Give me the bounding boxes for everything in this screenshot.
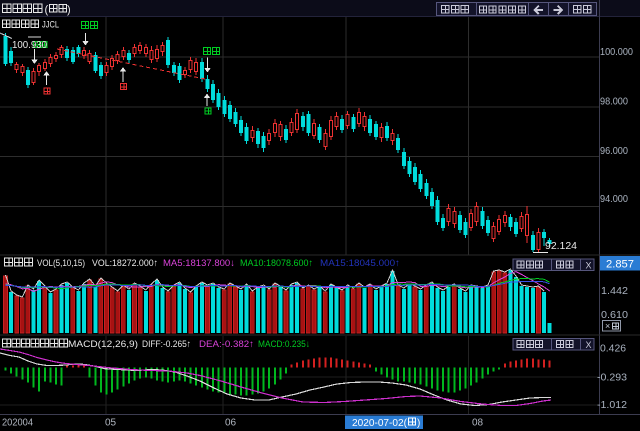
svg-text:98.000: 98.000 <box>600 96 628 108</box>
svg-text:92.124: 92.124 <box>545 241 577 252</box>
svg-text:): ) <box>67 4 71 16</box>
svg-text:05: 05 <box>105 418 117 429</box>
svg-text:94.000: 94.000 <box>600 193 628 205</box>
svg-text:(: ( <box>45 4 49 16</box>
svg-text:DEA:-0.382↑: DEA:-0.382↑ <box>199 339 254 350</box>
svg-text:MA10:18078.600↑: MA10:18078.600↑ <box>240 258 313 269</box>
svg-text:X: X <box>586 340 592 350</box>
svg-text:0.610: 0.610 <box>601 309 628 321</box>
svg-text:MA5:18137.800↓: MA5:18137.800↓ <box>163 258 235 269</box>
svg-text:96.000: 96.000 <box>600 145 628 157</box>
svg-text:0.426: 0.426 <box>600 344 626 355</box>
svg-text:VOL(5,10,15): VOL(5,10,15) <box>37 258 85 269</box>
svg-text:VOL:18272.000↑: VOL:18272.000↑ <box>92 258 158 269</box>
svg-text:100.000: 100.000 <box>600 46 633 58</box>
svg-text:1.442: 1.442 <box>601 285 628 297</box>
svg-text:X: X <box>586 261 592 271</box>
svg-text:-0.293: -0.293 <box>597 373 627 384</box>
svg-text:JJCL: JJCL <box>42 20 59 31</box>
svg-text:MACD(12,26,9): MACD(12,26,9) <box>68 339 138 350</box>
svg-text:06: 06 <box>225 418 237 429</box>
svg-text:2020-07-02(: 2020-07-02( <box>352 418 408 429</box>
svg-text:-1.012: -1.012 <box>597 400 627 411</box>
svg-text:08: 08 <box>472 418 484 429</box>
svg-text:202004: 202004 <box>2 418 33 429</box>
svg-text:2.857: 2.857 <box>606 259 634 271</box>
svg-text:MA15:18045.000↑: MA15:18045.000↑ <box>320 258 400 269</box>
svg-text:100.930: 100.930 <box>12 39 47 51</box>
svg-text:×: × <box>605 321 610 331</box>
svg-text:MACD:0.235↓: MACD:0.235↓ <box>258 339 310 350</box>
svg-text:DIFF:-0.265↑: DIFF:-0.265↑ <box>142 339 191 350</box>
svg-text:): ) <box>417 418 420 429</box>
